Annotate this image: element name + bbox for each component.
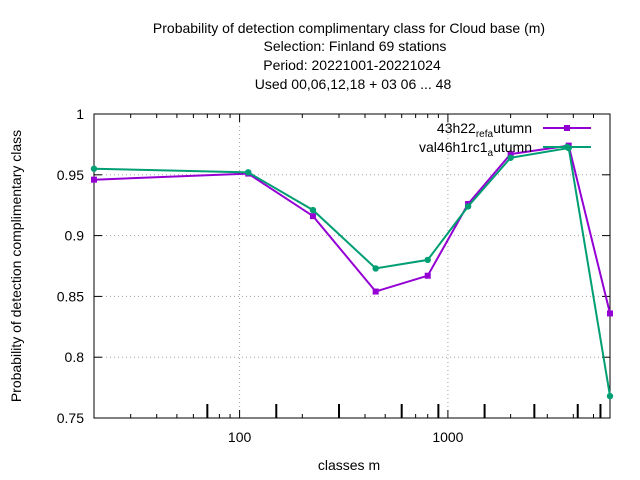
x-tick-label: 100 — [228, 429, 252, 445]
legend-marker — [564, 125, 570, 131]
data-point — [372, 265, 379, 272]
legend-entry-1: 43h22refautumn — [437, 120, 591, 140]
y-tick-label: 0.95 — [57, 167, 84, 183]
y-tick-label: 0.75 — [57, 410, 84, 426]
data-point — [309, 213, 316, 220]
x-tick-label: 1000 — [432, 429, 463, 445]
y-axis-label: Probability of detection complimentary c… — [8, 130, 24, 402]
plot-frame — [93, 113, 611, 419]
data-point — [464, 203, 472, 210]
series-layer — [90, 142, 614, 400]
y-tick-label: 0.8 — [65, 349, 85, 365]
data-point — [507, 154, 514, 161]
series-line — [93, 146, 611, 397]
data-point — [91, 176, 97, 183]
legend-label: val46h1rc1autumn — [419, 139, 532, 159]
legend-marker — [563, 143, 571, 151]
title-line-3: Period: 20221001-20221024 — [263, 57, 441, 73]
x-axis-label: classes m — [318, 457, 380, 473]
series-2 — [90, 144, 614, 400]
legend-label: 43h22refautumn — [437, 120, 532, 140]
title-line-4: Used 00,06,12,18 + 03 06 ... 48 — [255, 76, 452, 92]
y-tick-label: 1 — [76, 106, 84, 122]
y-tick-label: 0.9 — [65, 228, 85, 244]
tick-labels: 0.75 0.8 0.85 0.9 0.95 1 100 1000 — [57, 106, 464, 445]
data-point — [372, 288, 379, 295]
data-point — [309, 206, 317, 214]
title-line-2: Selection: Finland 69 stations — [264, 38, 447, 54]
data-point — [607, 310, 613, 317]
axis-ticks — [94, 113, 610, 419]
chart-title: Probability of detection complimentary c… — [153, 20, 545, 92]
title-line-1: Probability of detection complimentary c… — [153, 20, 545, 36]
data-point — [245, 169, 252, 176]
data-point — [424, 256, 431, 264]
data-point — [507, 151, 514, 158]
data-point — [606, 392, 614, 400]
series-1 — [91, 142, 613, 317]
data-point — [90, 165, 98, 172]
y-tick-label: 0.85 — [57, 288, 84, 304]
grid-lines — [94, 114, 610, 418]
data-point — [424, 272, 431, 279]
legend-entry-2: val46h1rc1autumn — [419, 139, 591, 159]
